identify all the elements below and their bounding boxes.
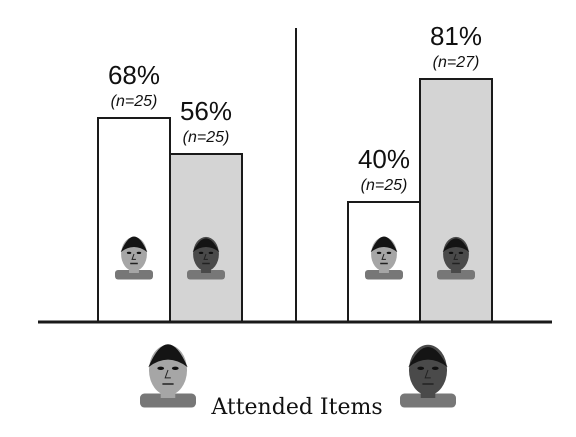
n-label: (n=25) <box>361 177 408 194</box>
n-label: (n=27) <box>433 54 480 71</box>
white-male-face-attended-icon <box>140 344 196 408</box>
white-male-face-icon <box>365 236 403 280</box>
black-male-face-icon <box>437 236 475 280</box>
value-label: 81% <box>430 21 482 51</box>
black-male-face-icon <box>187 236 225 280</box>
n-label: (n=25) <box>183 129 230 146</box>
value-label: 68% <box>108 60 160 90</box>
value-label: 40% <box>358 144 410 174</box>
attended-faces <box>140 344 456 408</box>
bars-layer: 68% (n=25) 56% (n=25) 40% (n=25) 81% (n=27) <box>97 21 493 323</box>
white-male-face-icon <box>115 236 153 280</box>
n-label: (n=25) <box>111 93 158 110</box>
bar-group2-gray <box>419 78 493 323</box>
bar-group1-white <box>97 117 171 323</box>
value-label: 56% <box>180 96 232 126</box>
black-male-face-attended-icon <box>400 344 456 408</box>
x-axis-title: Attended Items <box>210 395 382 420</box>
